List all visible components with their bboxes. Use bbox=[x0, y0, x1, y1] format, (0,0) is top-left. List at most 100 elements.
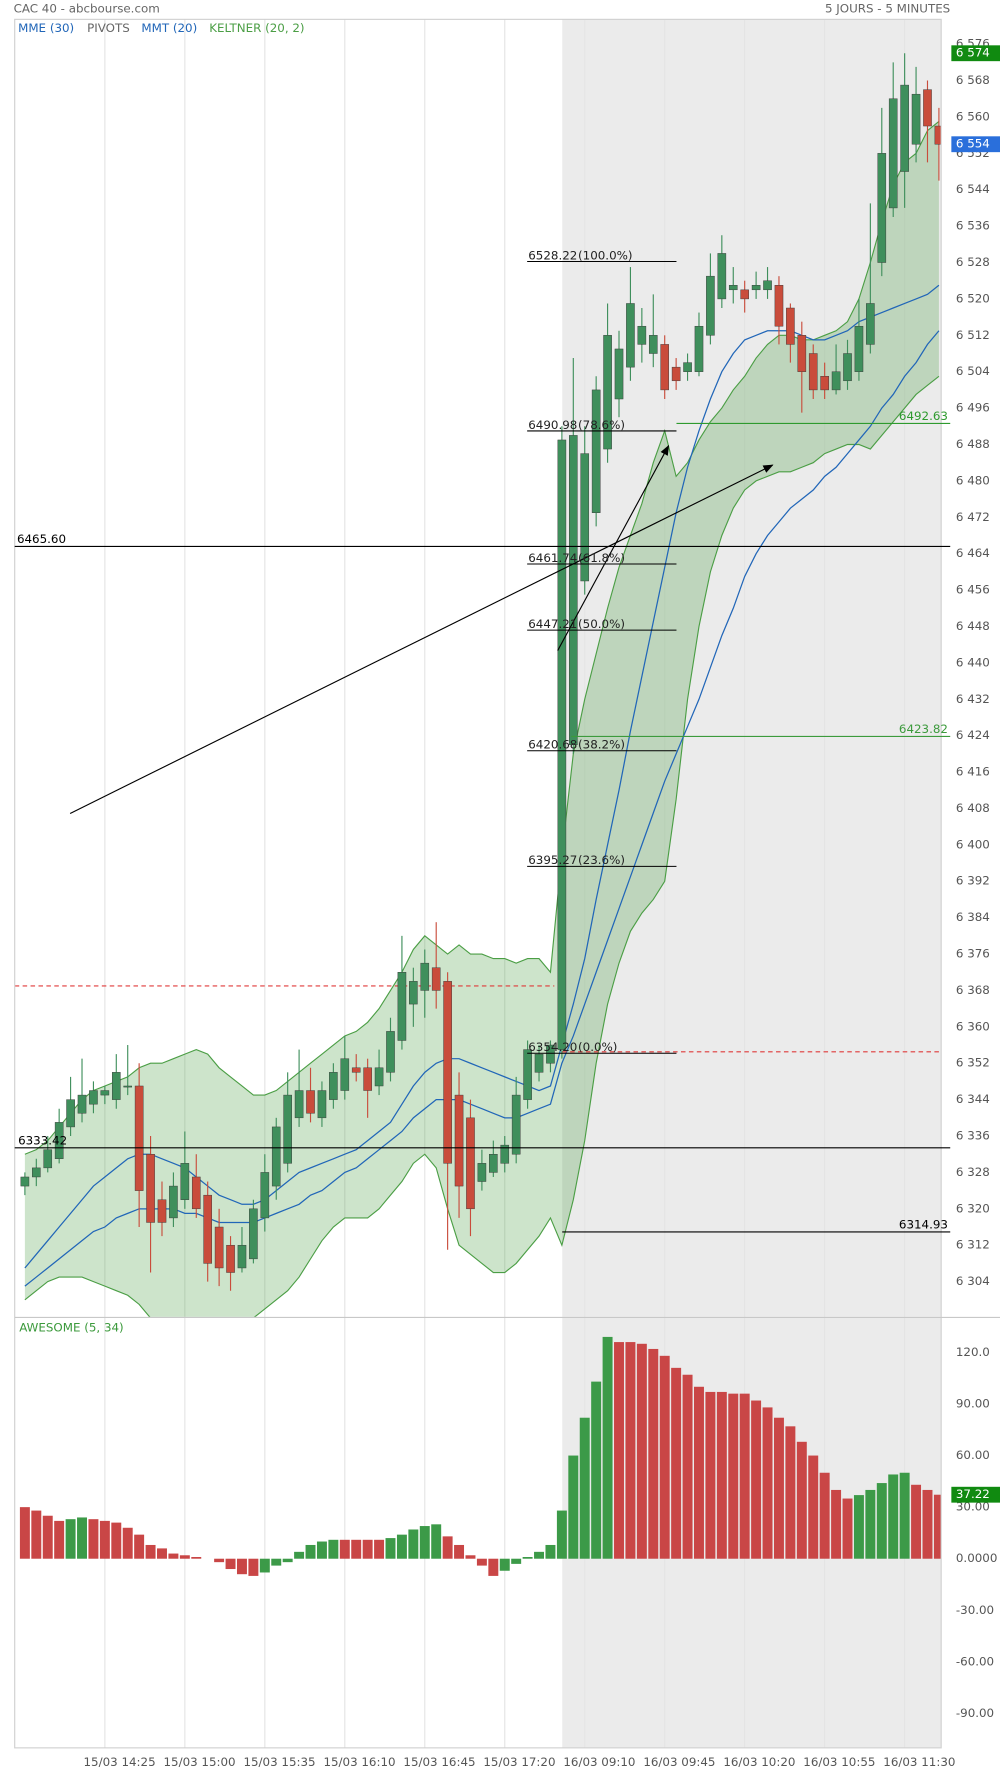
bar bbox=[522, 1557, 533, 1559]
bar bbox=[614, 1342, 624, 1559]
y-tick-label: 6 416 bbox=[956, 765, 990, 779]
bar bbox=[442, 1536, 453, 1559]
candle-body bbox=[660, 344, 670, 391]
plot-frame bbox=[14, 18, 942, 1749]
fibonacci-ratio: (23.6%) bbox=[578, 853, 625, 867]
price-plot bbox=[14, 53, 942, 1317]
candle-body bbox=[717, 253, 727, 300]
bar bbox=[305, 1544, 316, 1559]
bar bbox=[591, 1381, 602, 1559]
x-tick-label: 15/03 15:00 bbox=[163, 1755, 235, 1769]
candle-body bbox=[363, 1067, 372, 1091]
legend-item: KELTNER (20, 2) bbox=[209, 21, 304, 35]
trend-arrow bbox=[69, 464, 774, 814]
candle-body bbox=[614, 348, 624, 400]
candle-body bbox=[774, 285, 784, 327]
candle-body bbox=[100, 1090, 110, 1096]
y-tick-label: 30.00 bbox=[956, 1500, 990, 1514]
y-tick-label: 6 440 bbox=[956, 655, 990, 669]
bar bbox=[773, 1417, 784, 1559]
legend-item: MME (30) bbox=[18, 21, 74, 35]
bar bbox=[362, 1539, 373, 1559]
fibonacci-value: 6461.74 bbox=[528, 551, 577, 565]
y-tick-label: 6 496 bbox=[956, 401, 990, 415]
bar bbox=[556, 1510, 567, 1559]
price-marker-label: 6 574 bbox=[956, 46, 990, 60]
trend-arrow bbox=[557, 444, 670, 651]
y-tick-label: 6 480 bbox=[956, 473, 990, 487]
candle-body bbox=[283, 1094, 292, 1164]
bar bbox=[922, 1489, 933, 1559]
candle-body bbox=[534, 1053, 544, 1073]
y-tick-label: 6 544 bbox=[956, 182, 990, 196]
y-tick-label: 6 536 bbox=[956, 219, 990, 233]
candle-body bbox=[671, 366, 681, 382]
candle-body bbox=[888, 98, 898, 209]
x-tick-label: 15/03 16:45 bbox=[403, 1755, 475, 1769]
bar bbox=[659, 1355, 670, 1559]
bar bbox=[636, 1343, 647, 1559]
candle-body bbox=[43, 1149, 53, 1169]
bar bbox=[134, 1534, 145, 1559]
candle-body bbox=[237, 1244, 247, 1269]
y-tick-label: 6 512 bbox=[956, 328, 990, 342]
bar bbox=[465, 1555, 476, 1559]
y-tick-label: -60.00 bbox=[956, 1654, 994, 1668]
candle-body bbox=[626, 303, 635, 368]
bar bbox=[739, 1393, 750, 1559]
candle-body bbox=[820, 376, 829, 391]
candle-body bbox=[89, 1090, 98, 1105]
candle-body bbox=[477, 1163, 487, 1182]
bar bbox=[694, 1386, 704, 1559]
candle-body bbox=[511, 1094, 521, 1155]
candle-body bbox=[557, 439, 567, 1050]
bar bbox=[214, 1558, 225, 1563]
x-tick-label: 16/03 11:30 bbox=[883, 1755, 955, 1769]
bar bbox=[408, 1529, 419, 1559]
candle-body bbox=[728, 285, 738, 291]
bar bbox=[682, 1374, 693, 1559]
y-tick-label: 6 568 bbox=[956, 73, 990, 87]
bar bbox=[179, 1555, 190, 1559]
bar bbox=[853, 1495, 864, 1559]
candle-body bbox=[146, 1153, 155, 1223]
candle-body bbox=[831, 371, 841, 391]
y-tick-label: 6 448 bbox=[956, 619, 990, 633]
keltner-lower bbox=[24, 375, 940, 1317]
bar bbox=[99, 1520, 110, 1559]
y-tick-label: 6 528 bbox=[956, 255, 990, 269]
candle-body bbox=[763, 280, 772, 291]
candle-body bbox=[751, 285, 761, 291]
candle-body bbox=[329, 1072, 338, 1100]
candle-body bbox=[443, 981, 452, 1164]
page-title: CAC 40 - abcbourse.com bbox=[14, 2, 160, 16]
candle-body bbox=[111, 1072, 121, 1100]
bar bbox=[545, 1544, 556, 1559]
y-tick-label: 6 504 bbox=[956, 364, 990, 378]
bar bbox=[579, 1417, 590, 1559]
candle-body bbox=[591, 389, 601, 513]
bar bbox=[568, 1455, 579, 1559]
bar bbox=[65, 1519, 76, 1559]
bar bbox=[716, 1391, 727, 1559]
candle-body bbox=[489, 1153, 498, 1173]
candle-body bbox=[386, 1031, 395, 1073]
x-tick-label: 16/03 10:20 bbox=[723, 1755, 795, 1769]
candle-body bbox=[306, 1090, 315, 1114]
bar bbox=[191, 1557, 202, 1559]
y-tick-label: -90.00 bbox=[956, 1706, 994, 1720]
candle-body bbox=[569, 435, 578, 745]
bar bbox=[374, 1539, 385, 1559]
bar bbox=[751, 1400, 762, 1559]
candle-body bbox=[77, 1094, 87, 1114]
candle-body bbox=[934, 125, 942, 145]
bar bbox=[42, 1515, 53, 1559]
bar bbox=[282, 1558, 293, 1563]
candle-body bbox=[180, 1163, 190, 1200]
bar bbox=[762, 1407, 773, 1559]
bar bbox=[259, 1558, 270, 1573]
y-tick-label: 6 456 bbox=[956, 583, 990, 597]
bar bbox=[454, 1544, 465, 1559]
y-tick-label: 6 304 bbox=[956, 1274, 990, 1288]
price-marker bbox=[951, 45, 1000, 62]
